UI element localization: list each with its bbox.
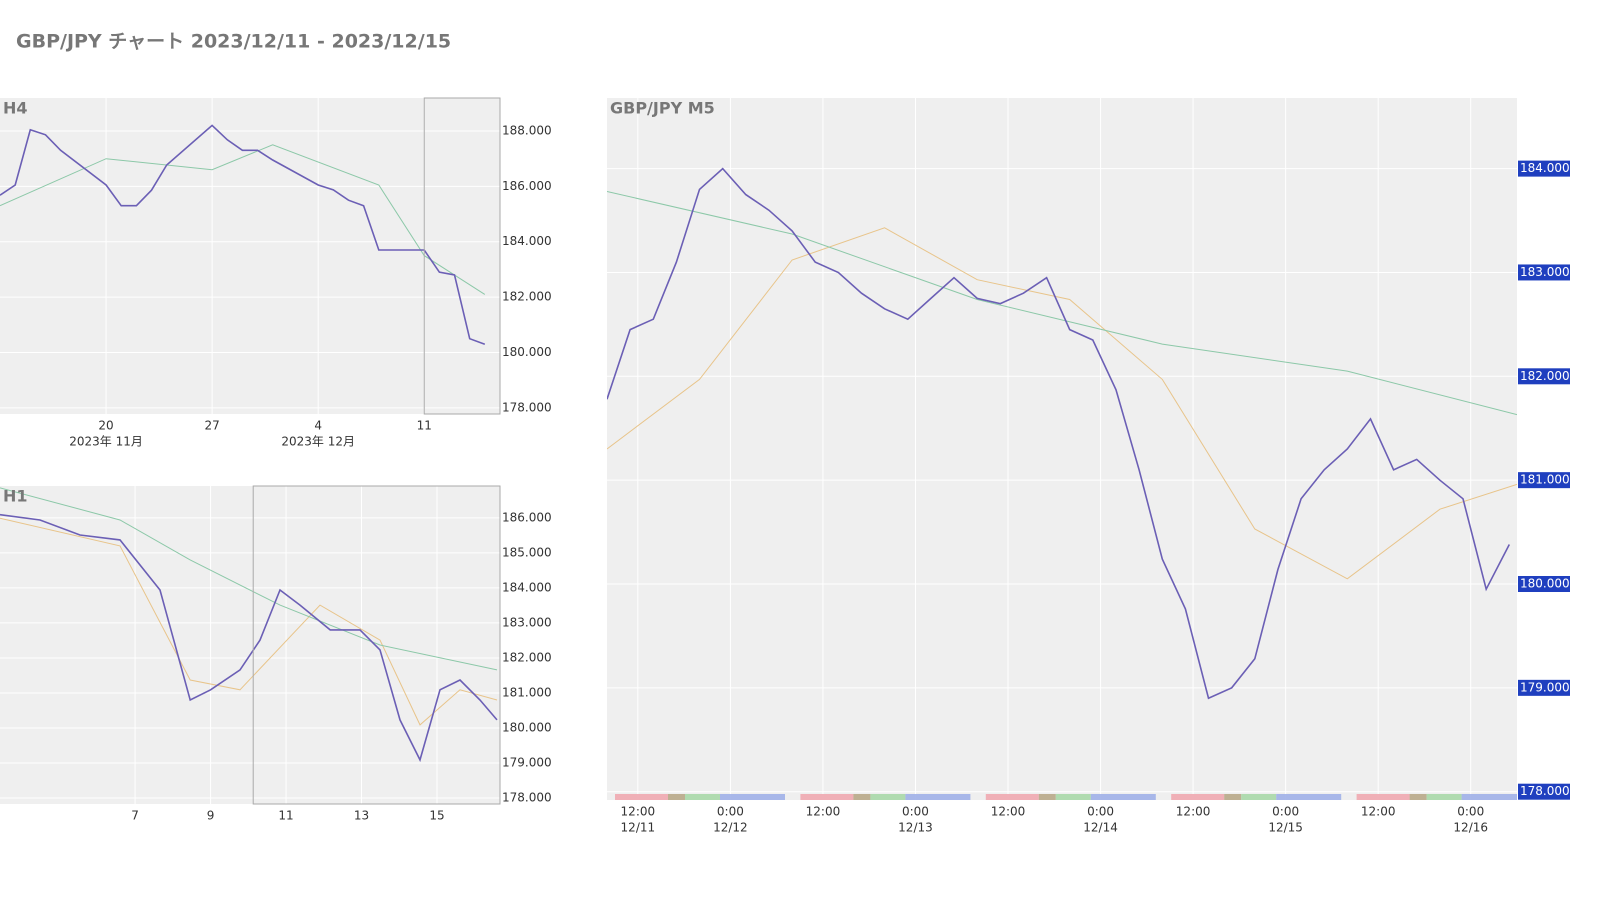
y-tick-label: 180.000 <box>1520 577 1570 591</box>
session-bar <box>720 794 785 800</box>
x-tick-label: 12:00 <box>1176 805 1211 819</box>
moving-average <box>607 227 1517 580</box>
y-tick-label: 180.000 <box>502 345 552 359</box>
x-tick-label: 0:00 <box>1457 805 1484 819</box>
session-bar <box>853 794 871 800</box>
y-tick-box <box>1518 679 1570 696</box>
x-tick-label: 12/13 <box>898 821 933 835</box>
y-tick-label: 183.000 <box>502 615 552 629</box>
x-tick-label: 12/12 <box>713 821 748 835</box>
x-tick-label: 9 <box>207 809 215 823</box>
plot-area <box>607 98 1517 800</box>
y-tick-label: 186.000 <box>502 510 552 524</box>
session-bar <box>985 794 1039 800</box>
x-tick-label: 12:00 <box>991 805 1026 819</box>
y-tick-label: 182.000 <box>1520 369 1570 383</box>
session-bar <box>1409 794 1427 800</box>
highlight-range <box>252 485 501 805</box>
y-tick-label: 178.000 <box>502 400 552 414</box>
price-line <box>607 167 1511 700</box>
y-tick-box <box>1518 783 1570 800</box>
y-tick-box <box>1518 368 1570 385</box>
x-tick-label: 4 <box>314 419 322 433</box>
y-tick-label: 183.000 <box>1520 265 1570 279</box>
plot-area <box>0 486 500 804</box>
session-bar <box>685 794 720 800</box>
session-bar <box>615 794 668 800</box>
y-tick-label: 179.000 <box>1520 680 1570 694</box>
session-bar <box>1038 794 1056 800</box>
session-bar <box>1461 794 1517 800</box>
x-tick-label: 2023年 12月 <box>281 435 355 449</box>
x-tick-label: 27 <box>204 419 219 433</box>
session-bar <box>1241 794 1277 800</box>
moving-average <box>607 191 1517 416</box>
session-bar <box>1090 794 1156 800</box>
y-tick-label: 178.000 <box>502 791 552 805</box>
x-tick-label: 11 <box>278 809 293 823</box>
session-bar <box>1171 794 1225 800</box>
x-tick-label: 20 <box>98 419 113 433</box>
session-bar <box>1356 794 1410 800</box>
x-tick-label: 0:00 <box>717 805 744 819</box>
session-bar <box>1426 794 1462 800</box>
session-bar <box>668 794 685 800</box>
moving-average <box>0 517 498 726</box>
y-tick-label: 181.000 <box>502 685 552 699</box>
x-tick-label: 12/14 <box>1083 821 1118 835</box>
y-tick-label: 181.000 <box>1520 473 1570 487</box>
x-tick-label: 15 <box>429 809 444 823</box>
session-bar <box>800 794 854 800</box>
y-tick-label: 182.000 <box>502 290 552 304</box>
session-bar <box>1224 794 1242 800</box>
y-tick-label: 184.000 <box>502 580 552 594</box>
moving-average <box>0 487 498 671</box>
x-tick-label: 12:00 <box>806 805 841 819</box>
y-tick-label: 188.000 <box>502 123 552 137</box>
session-bar <box>905 794 971 800</box>
x-tick-label: 0:00 <box>1087 805 1114 819</box>
x-tick-label: 12/11 <box>621 821 656 835</box>
x-tick-label: 12/16 <box>1453 821 1488 835</box>
page-title: GBP/JPY チャート 2023/12/11 - 2023/12/15 <box>16 31 451 53</box>
x-tick-label: 2023年 11月 <box>69 435 143 449</box>
y-tick-label: 182.000 <box>502 650 552 664</box>
y-tick-label: 178.000 <box>1520 784 1570 798</box>
session-bar <box>1276 794 1342 800</box>
chart-title: H1 <box>3 487 28 506</box>
x-tick-label: 13 <box>354 809 369 823</box>
x-tick-label: 7 <box>131 809 139 823</box>
x-tick-label: 0:00 <box>1272 805 1299 819</box>
y-tick-box <box>1518 576 1570 592</box>
price-line <box>0 513 498 763</box>
y-tick-label: 185.000 <box>502 545 552 559</box>
y-tick-label: 179.000 <box>502 756 552 770</box>
x-tick-label: 0:00 <box>902 805 929 819</box>
x-tick-label: 12:00 <box>621 805 656 819</box>
y-tick-box <box>1518 160 1570 177</box>
y-tick-label: 180.000 <box>502 721 552 735</box>
y-tick-box <box>1518 264 1570 281</box>
x-tick-label: 12:00 <box>1361 805 1396 819</box>
session-bar <box>1055 794 1091 800</box>
y-tick-box <box>1518 472 1570 489</box>
y-tick-label: 184.000 <box>502 234 552 248</box>
y-tick-label: 184.000 <box>1520 161 1570 175</box>
chart-title: GBP/JPY M5 <box>610 99 715 118</box>
highlight-range <box>423 97 501 415</box>
y-tick-label: 186.000 <box>502 179 552 193</box>
x-tick-label: 12/15 <box>1268 821 1303 835</box>
session-bar <box>870 794 906 800</box>
chart-title: H4 <box>3 99 28 118</box>
x-tick-label: 11 <box>417 419 432 433</box>
